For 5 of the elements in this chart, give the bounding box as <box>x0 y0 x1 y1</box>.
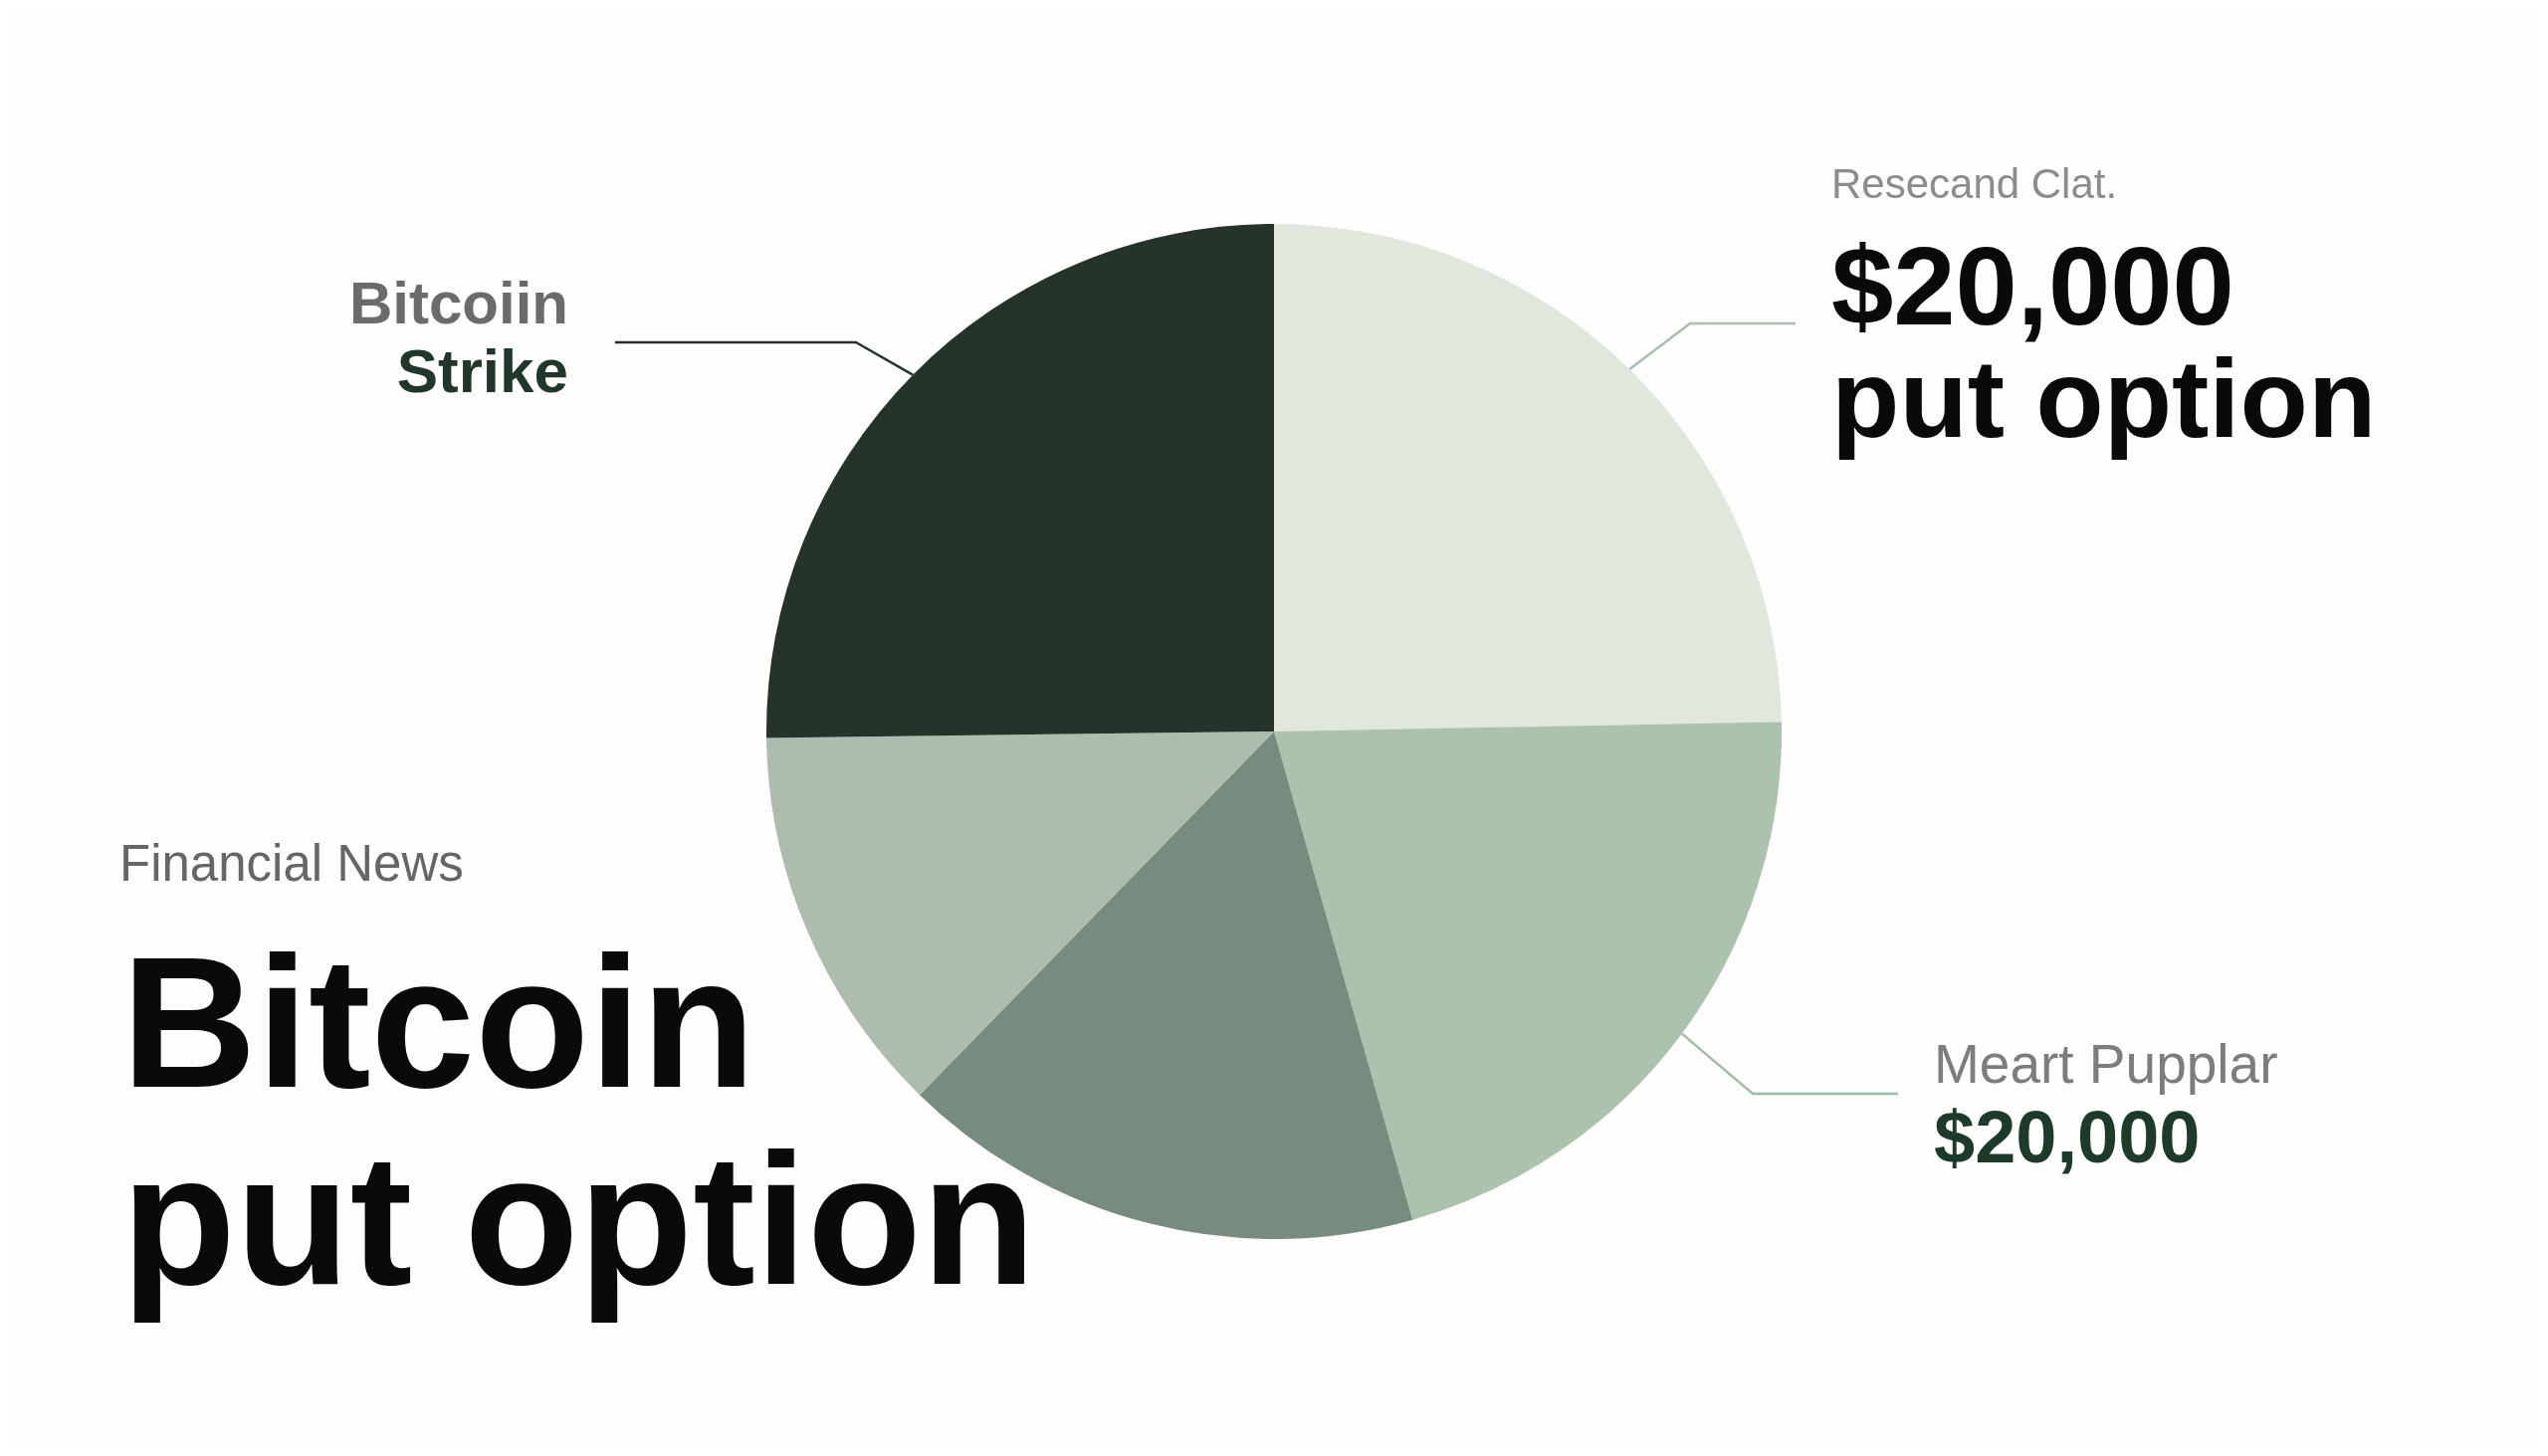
slice-label: Meart Pupplar $20,000 <box>1934 1033 2278 1178</box>
slice-label: Resecand Clat. $20,000 put option <box>1831 160 2377 461</box>
text: Financial News <box>119 835 464 892</box>
slice-label: Bitcoiin Strike <box>349 270 568 405</box>
text: Bitcoin put option <box>121 918 1036 1324</box>
